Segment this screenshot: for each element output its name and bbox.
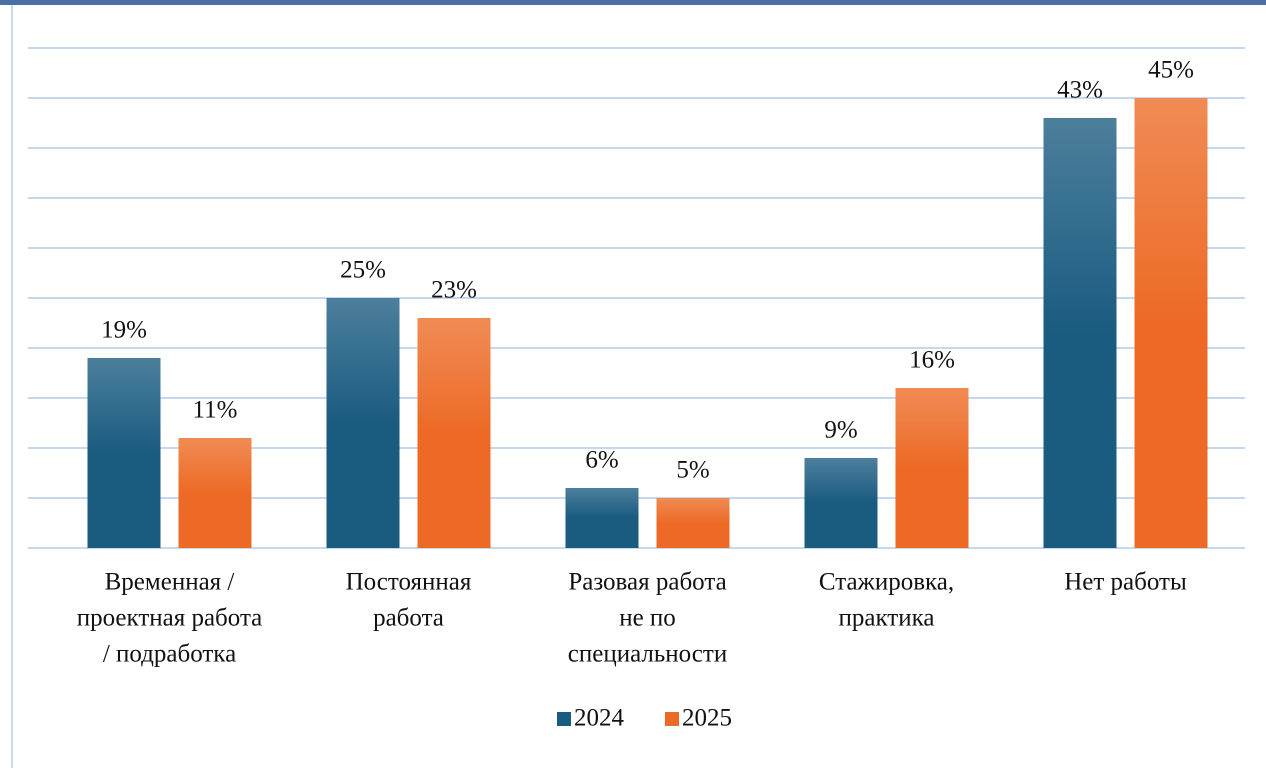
bar (1043, 118, 1117, 548)
data-label: 9% (824, 417, 857, 444)
x-tick-label: специальности (568, 641, 727, 668)
bar (1134, 98, 1208, 548)
data-label: 19% (101, 317, 147, 344)
bar (656, 498, 730, 548)
legend-swatch (665, 712, 679, 726)
x-tick-label: Нет работы (1064, 569, 1187, 596)
data-label: 16% (909, 347, 955, 374)
data-label: 45% (1148, 57, 1194, 84)
bar (895, 388, 969, 548)
x-tick-label: Разовая работа (568, 569, 726, 596)
data-label: 6% (585, 447, 618, 474)
bar (417, 318, 491, 548)
bar (87, 358, 161, 548)
bar (565, 488, 639, 548)
data-label: 43% (1057, 77, 1103, 104)
data-label: 11% (193, 397, 238, 424)
data-label: 23% (431, 277, 477, 304)
legend-label: 2024 (574, 705, 625, 732)
data-label: 5% (676, 457, 709, 484)
top-border (0, 0, 1266, 5)
legend-swatch (557, 712, 571, 726)
x-tick-label: / подработка (103, 641, 236, 668)
bar (178, 438, 252, 548)
x-tick-label: Стажировка, (819, 569, 954, 596)
x-tick-label: Временная / (105, 569, 235, 596)
left-border (11, 5, 13, 768)
bar (326, 298, 400, 548)
x-tick-label: работа (373, 605, 444, 632)
legend-label: 2025 (682, 705, 732, 732)
x-tick-label: проектная работа (77, 605, 263, 632)
x-tick-label: практика (839, 605, 935, 632)
data-label: 25% (340, 257, 386, 284)
x-tick-label: не по (619, 605, 676, 632)
x-tick-label: Постоянная (346, 569, 472, 596)
bar (804, 458, 878, 548)
